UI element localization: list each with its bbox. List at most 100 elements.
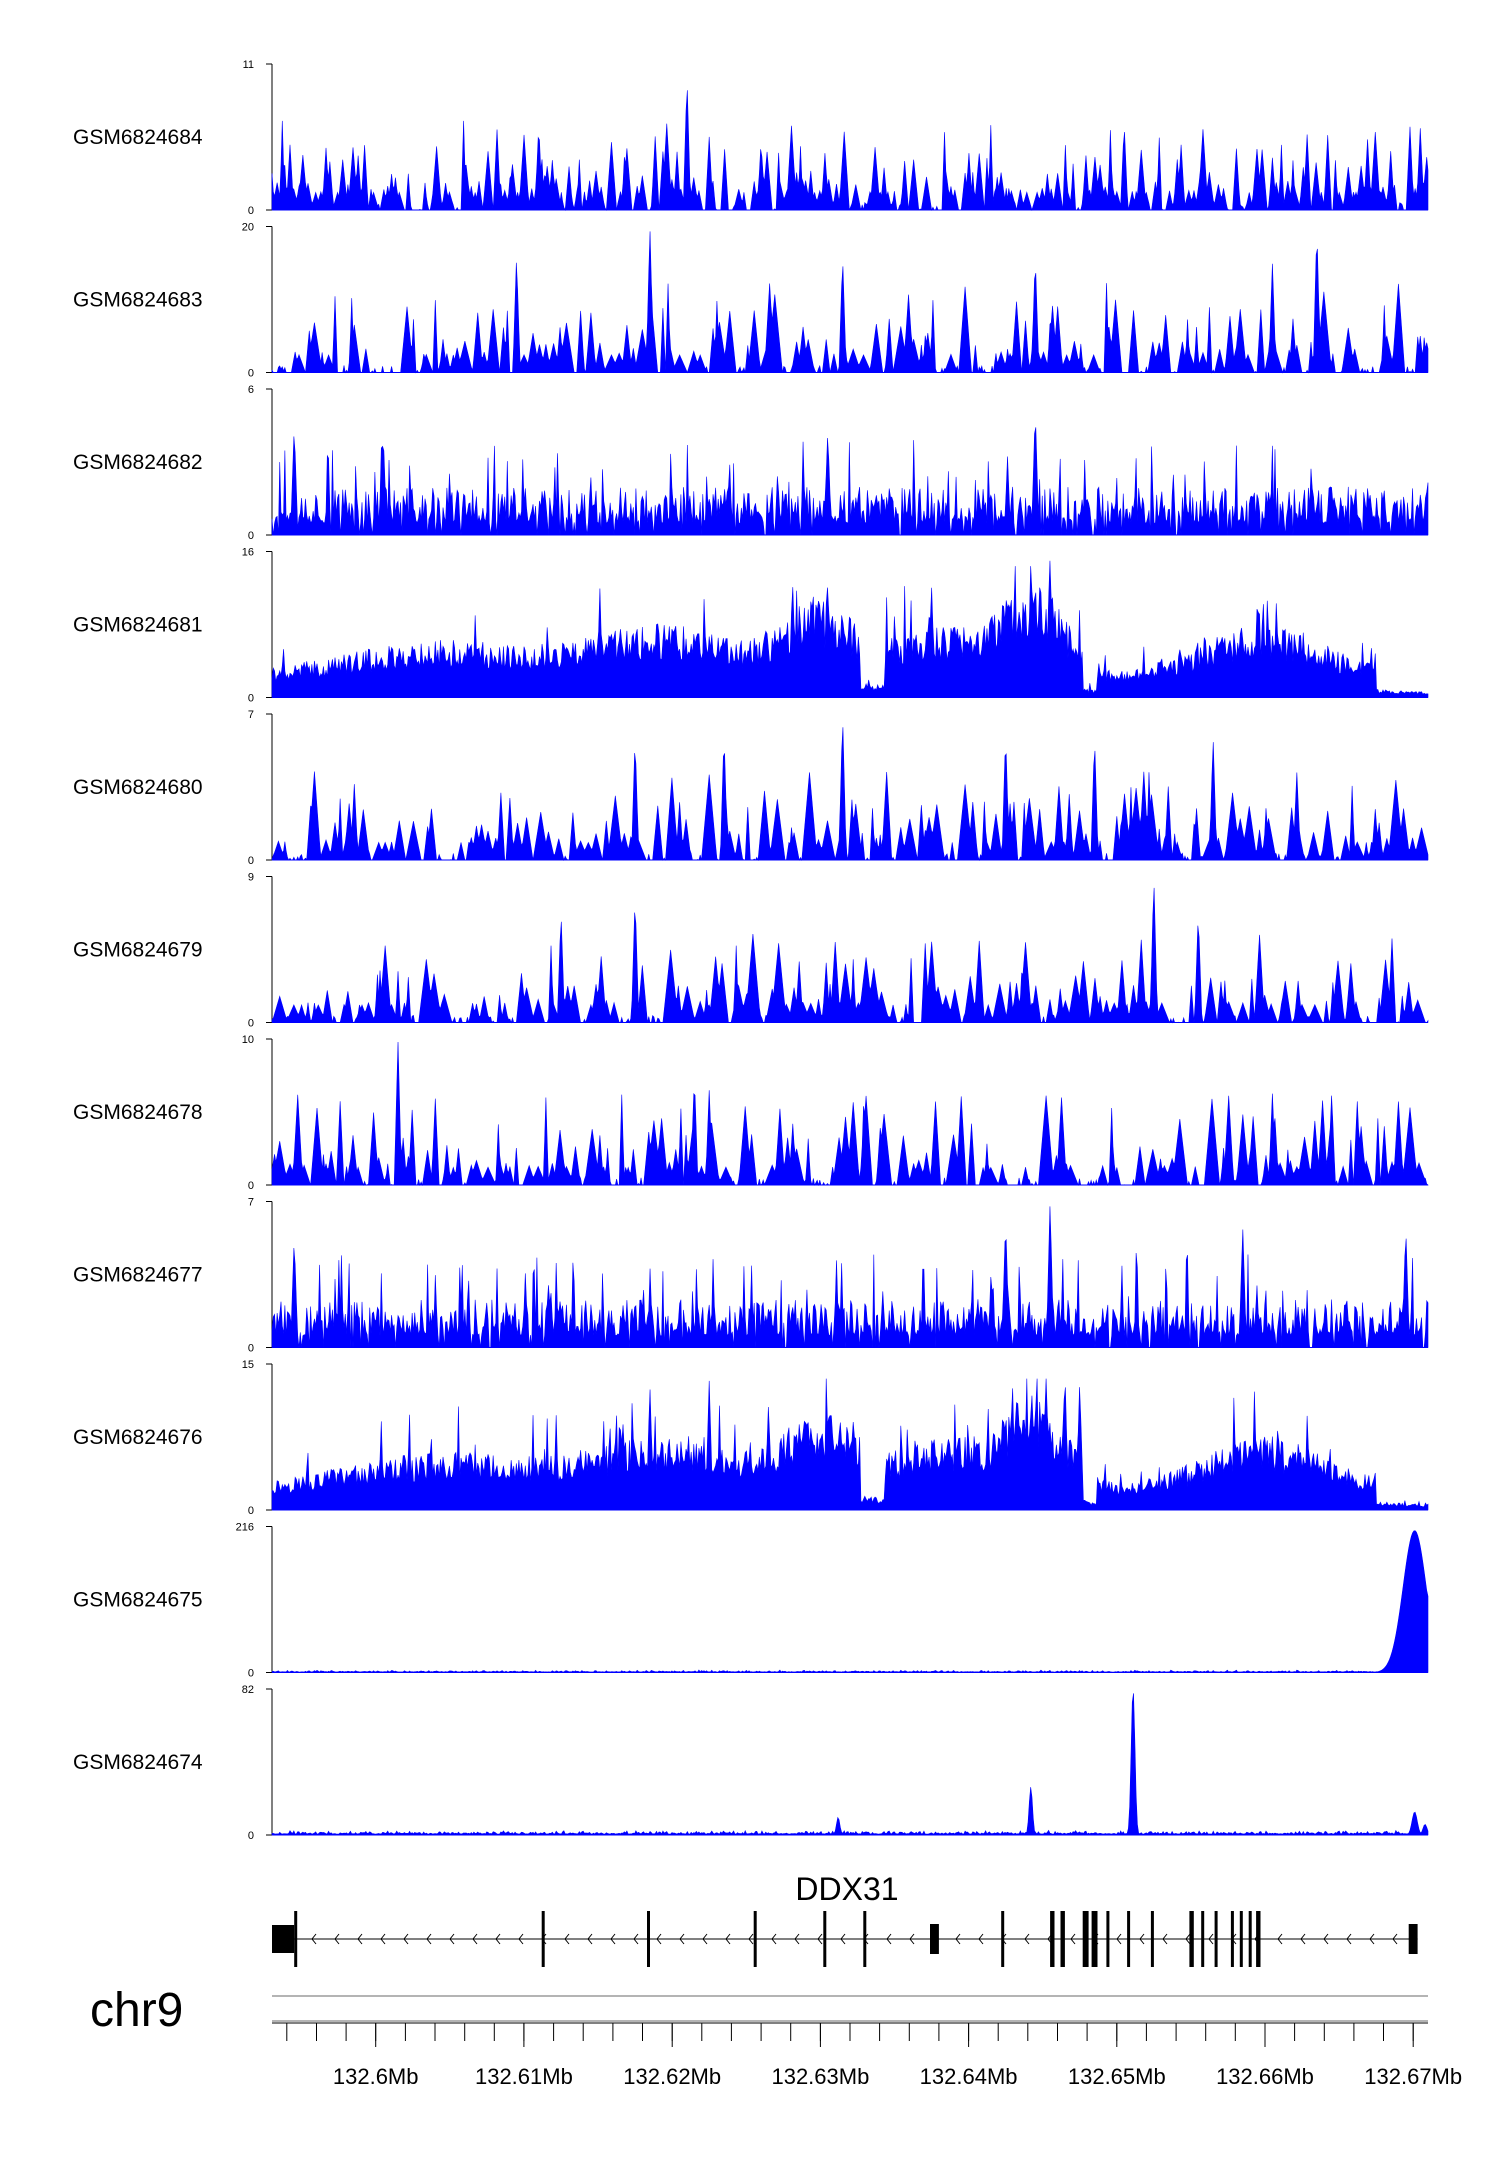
strand-arrow bbox=[1277, 1933, 1283, 1945]
track-ymax-label: 20 bbox=[242, 222, 254, 234]
track-name-label: GSM6824677 bbox=[73, 1264, 203, 1287]
track-GSM6824676: GSM6824676 15 0 bbox=[73, 1359, 1429, 1517]
track-GSM6824680: GSM6824680 7 0 bbox=[73, 709, 1429, 867]
gene-exon bbox=[1106, 1911, 1110, 1967]
strand-arrow bbox=[702, 1933, 708, 1945]
coverage-area bbox=[271, 1530, 1429, 1673]
strand-arrow bbox=[1346, 1933, 1352, 1945]
track-ymin-label: 0 bbox=[248, 693, 254, 705]
track-ymax-label: 11 bbox=[243, 59, 254, 71]
track-ymax-label: 216 bbox=[236, 1522, 254, 1534]
track-GSM6824675: GSM6824675 216 0 bbox=[73, 1522, 1429, 1680]
gene-exon bbox=[1127, 1911, 1131, 1967]
track-ymin-label: 0 bbox=[248, 1343, 254, 1355]
strand-arrow bbox=[403, 1933, 409, 1945]
coverage-area bbox=[271, 727, 1429, 862]
track-ymin-label: 0 bbox=[248, 1668, 254, 1680]
strand-arrow bbox=[1139, 1933, 1145, 1945]
strand-arrow bbox=[748, 1933, 754, 1945]
track-GSM6824682: GSM6824682 6 0 bbox=[73, 384, 1429, 542]
track-GSM6824681: GSM6824681 16 0 bbox=[73, 547, 1429, 705]
x-tick-label: 132.65Mb bbox=[1068, 2064, 1166, 2089]
track-GSM6824674: GSM6824674 82 0 bbox=[73, 1684, 1429, 1842]
gene-exon bbox=[647, 1911, 650, 1967]
track-ymin-label: 0 bbox=[248, 368, 254, 380]
x-tick-label: 132.64Mb bbox=[920, 2064, 1018, 2089]
track-GSM6824683: GSM6824683 20 0 bbox=[73, 222, 1429, 380]
coverage-area bbox=[271, 1693, 1429, 1836]
coverage-tracks: GSM6824684110GSM6824683200GSM682468260GS… bbox=[73, 59, 1429, 1842]
coverage-area bbox=[271, 560, 1429, 698]
x-tick-label: 132.61Mb bbox=[475, 2064, 573, 2089]
x-tick-label: 132.6Mb bbox=[333, 2064, 419, 2089]
gene-exon bbox=[1214, 1911, 1218, 1967]
coverage-area bbox=[271, 427, 1429, 536]
x-tick-label: 132.67Mb bbox=[1364, 2064, 1462, 2089]
track-ymax-label: 6 bbox=[248, 384, 254, 396]
gene-exon bbox=[1082, 1911, 1089, 1967]
x-tick-label: 132.62Mb bbox=[623, 2064, 721, 2089]
strand-arrow bbox=[656, 1933, 662, 1945]
strand-arrow bbox=[955, 1933, 961, 1945]
gene-exon bbox=[930, 1924, 939, 1954]
track-ymin-label: 0 bbox=[248, 1180, 254, 1192]
track-ymin-label: 0 bbox=[248, 530, 254, 542]
strand-arrow bbox=[1024, 1933, 1030, 1945]
gene-exon bbox=[753, 1911, 757, 1967]
track-ymin-label: 0 bbox=[248, 205, 254, 217]
gene-exon bbox=[1001, 1911, 1005, 1967]
gene-exon bbox=[1050, 1911, 1055, 1967]
strand-arrow bbox=[334, 1933, 340, 1945]
strand-arrow bbox=[1116, 1933, 1122, 1945]
strand-arrow bbox=[771, 1933, 777, 1945]
track-ymax-label: 82 bbox=[242, 1684, 254, 1696]
track-ymax-label: 16 bbox=[242, 547, 254, 559]
gene-track: DDX31 bbox=[272, 1871, 1418, 1967]
track-ymin-label: 0 bbox=[248, 1018, 254, 1030]
gene-exon bbox=[1408, 1924, 1418, 1954]
x-tick-label: 132.66Mb bbox=[1216, 2064, 1314, 2089]
gene-exon bbox=[294, 1911, 298, 1967]
strand-arrow bbox=[909, 1933, 915, 1945]
strand-arrow bbox=[794, 1933, 800, 1945]
track-name-label: GSM6824684 bbox=[73, 126, 203, 149]
track-ymax-label: 7 bbox=[248, 1197, 254, 1209]
track-ymax-label: 9 bbox=[248, 872, 254, 884]
strand-arrow bbox=[449, 1933, 455, 1945]
gene-exon bbox=[1091, 1911, 1098, 1967]
strand-arrow bbox=[564, 1933, 570, 1945]
track-GSM6824679: GSM6824679 9 0 bbox=[73, 872, 1429, 1030]
strand-arrow bbox=[679, 1933, 685, 1945]
strand-arrow bbox=[1392, 1933, 1398, 1945]
gene-exon bbox=[1060, 1911, 1065, 1967]
chromosome-label: chr9 bbox=[90, 1984, 183, 2037]
strand-arrow bbox=[633, 1933, 639, 1945]
strand-arrow bbox=[518, 1933, 524, 1945]
genome-axis: chr9 132.6Mb 132.61Mb 132.62Mb 132.63Mb 132.… bbox=[90, 1984, 1462, 2089]
strand-arrow bbox=[817, 1933, 823, 1945]
track-name-label: GSM6824682 bbox=[73, 451, 203, 474]
gene-exon bbox=[1230, 1911, 1234, 1967]
coverage-area bbox=[271, 1206, 1429, 1348]
strand-arrow bbox=[1323, 1933, 1329, 1945]
strand-arrow bbox=[1208, 1933, 1214, 1945]
track-ymax-label: 10 bbox=[242, 1034, 254, 1046]
track-GSM6824684: GSM6824684 11 0 bbox=[73, 59, 1429, 217]
coverage-area bbox=[271, 1042, 1429, 1187]
strand-arrow bbox=[840, 1933, 846, 1945]
strand-arrow bbox=[725, 1933, 731, 1945]
strand-arrow bbox=[610, 1933, 616, 1945]
track-ymin-label: 0 bbox=[248, 1505, 254, 1517]
strand-arrow bbox=[1162, 1933, 1168, 1945]
coverage-area bbox=[271, 90, 1429, 212]
coverage-area bbox=[271, 231, 1429, 374]
strand-arrow bbox=[311, 1933, 317, 1945]
track-ymin-label: 0 bbox=[248, 1830, 254, 1842]
track-name-label: GSM6824680 bbox=[73, 776, 203, 799]
strand-arrow bbox=[472, 1933, 478, 1945]
gene-exon bbox=[272, 1925, 295, 1953]
strand-arrow bbox=[1070, 1933, 1076, 1945]
strand-arrow bbox=[1185, 1933, 1191, 1945]
gene-exon bbox=[823, 1911, 827, 1967]
